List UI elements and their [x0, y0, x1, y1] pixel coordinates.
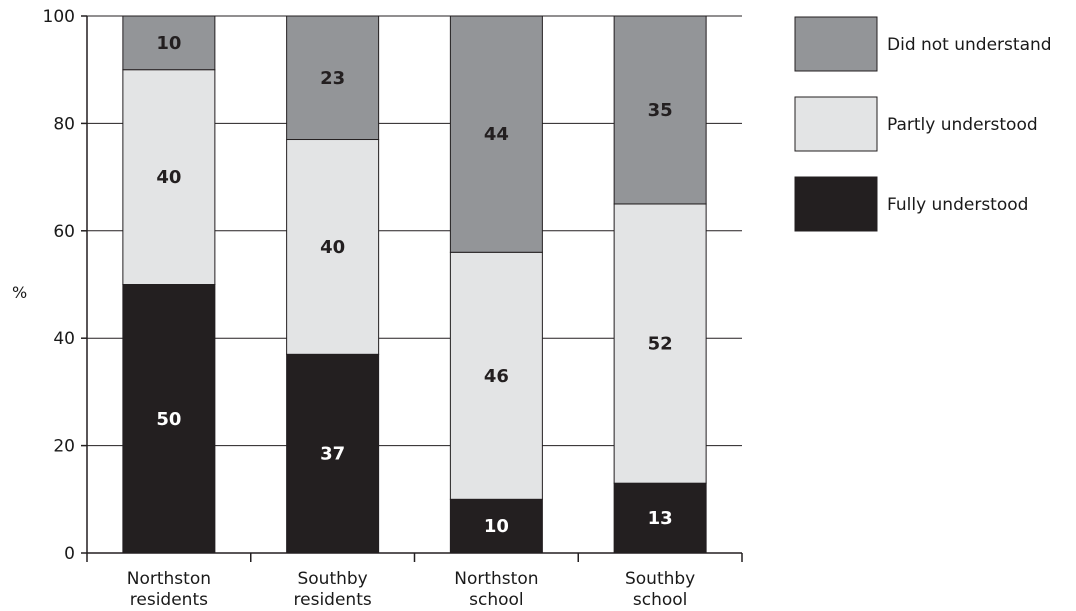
bar-segment-fully-understood — [449, 498, 543, 554]
data-label: 13 — [648, 508, 673, 529]
data-label: 46 — [484, 366, 509, 387]
y-tick-label: 60 — [53, 222, 75, 242]
bar-segment-partly-understood — [613, 203, 707, 484]
y-tick-label: 0 — [64, 544, 75, 564]
y-axis-title: % — [12, 283, 27, 302]
data-label: 37 — [320, 444, 345, 465]
bar-segment-fully-understood — [122, 284, 216, 554]
bar-segment-did-not-understand — [122, 15, 216, 71]
x-tick-label: Southby — [625, 569, 695, 589]
x-tick-label: Southby — [297, 569, 367, 589]
bars: 50 40 10 37 40 23 10 46 44 13 52 35 — [122, 15, 707, 554]
data-label: 52 — [648, 334, 673, 355]
data-label: 50 — [156, 409, 181, 430]
legend-label: Fully understood — [887, 195, 1028, 215]
data-label: 40 — [320, 237, 345, 258]
y-axis-ticks: 0 20 40 60 80 100 — [43, 7, 87, 564]
legend-label: Did not understand — [887, 35, 1052, 55]
x-tick-label: residents — [294, 590, 372, 610]
bar-segment-fully-understood — [613, 482, 707, 554]
x-axis-labels: NorthstonresidentsSouthbyresidentsNorths… — [127, 569, 696, 610]
bar-segment-did-not-understand — [286, 15, 380, 141]
x-tick-label: residents — [130, 590, 208, 610]
bar-segment-partly-understood — [449, 251, 543, 500]
legend-label: Partly understood — [887, 115, 1038, 135]
x-tick-label: Northston — [127, 569, 211, 589]
data-label: 10 — [156, 33, 181, 54]
bar-segment-partly-understood — [122, 69, 216, 285]
data-label: 44 — [484, 124, 509, 145]
data-label: 40 — [156, 167, 181, 188]
data-label: 23 — [320, 68, 345, 89]
x-tick-label: Northston — [454, 569, 538, 589]
y-tick-label: 20 — [53, 437, 75, 457]
x-tick-label: school — [633, 590, 688, 610]
legend-swatch-did-not-understand — [794, 16, 878, 72]
data-label: 35 — [648, 100, 673, 121]
y-tick-label: 80 — [53, 114, 75, 134]
data-label: 10 — [484, 516, 509, 537]
legend-swatch-partly-understood — [794, 96, 878, 152]
y-tick-label: 100 — [43, 7, 75, 27]
legend-swatch-fully-understood — [794, 176, 878, 232]
bar-segment-did-not-understand — [449, 15, 543, 253]
legend: Did not understand Partly understood Fully… — [794, 16, 1052, 232]
x-tick-label: school — [469, 590, 524, 610]
axes — [86, 16, 743, 562]
bar-segment-did-not-understand — [613, 15, 707, 205]
y-tick-label: 40 — [53, 329, 75, 349]
